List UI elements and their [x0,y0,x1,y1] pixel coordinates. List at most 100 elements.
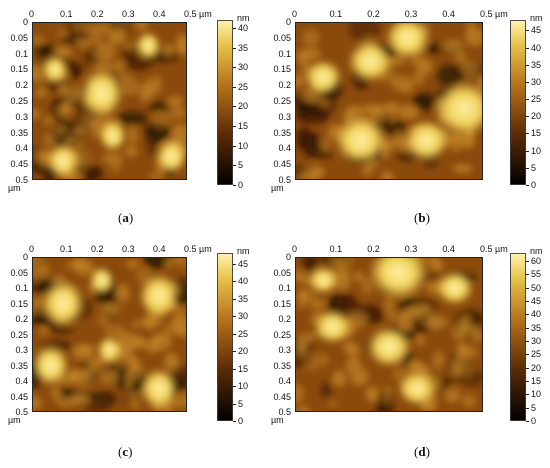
x-tick-label: 0.3 [404,244,418,254]
colorbar-tick-mark [526,81,529,83]
afm-topography-image [32,22,187,180]
panel-caption: (a) [118,210,134,225]
colorbar-tick-label: 30 [238,311,249,321]
y-tick-label: 0.15 [273,64,291,75]
colorbar-tick-mark [233,106,236,108]
colorbar-tick-label: 55 [531,269,542,280]
colorbar-tick-label: 45 [238,258,249,269]
y-tick-label: 0 [285,17,291,27]
colorbar-tick-label: 60 [531,256,542,266]
colorbar-tick-mark [526,133,529,135]
y-tick-label: 0.1 [15,48,28,59]
colorbar-tick-mark [526,314,529,316]
y-tick-label: 0.2 [15,80,28,91]
y-tick-label: 0.35 [10,360,28,371]
y-tick-label: 0.5 [278,175,291,185]
y-tick-label: 0.25 [10,96,28,106]
colorbar-tick-label: 10 [531,145,542,156]
colorbar-tick-mark [526,367,529,369]
colorbar-tick-mark [526,261,529,262]
colorbar-tick-label: 15 [238,363,249,374]
colorbar-tick-mark [526,287,529,289]
y-tick-label: 0 [285,252,291,262]
y-unit-label: µm [271,415,284,425]
y-tick-label: 0.2 [278,314,291,324]
colorbar-tick-label: 20 [238,346,249,356]
colorbar-tick-label: 45 [531,296,542,306]
colorbar-tick-label: 15 [531,128,542,139]
image-frame [294,21,483,180]
y-tick-label: 0.25 [10,329,28,340]
x-tick-label: 0.5 µm [480,9,508,19]
colorbar-tick-label: 20 [531,111,542,122]
y-tick-label: 0.3 [15,345,28,355]
colorbar-tick-mark [233,67,236,69]
y-tick-label: 0.05 [273,267,291,278]
colorbar-tick-mark [233,185,236,186]
x-tick-label: 0.4 [442,9,455,19]
colorbar-tick-label: 40 [238,22,249,33]
y-tick-label: 0.5 [15,175,28,185]
x-tick-label: 0.3 [122,244,135,254]
x-tick-label: 0.2 [91,244,104,254]
x-tick-label: 0.4 [153,244,166,254]
x-tick-label: 0.1 [329,244,343,254]
colorbar-tick-label: 25 [531,94,542,105]
colorbar [217,253,233,421]
y-tick-label: 0.45 [273,391,291,402]
image-frame [294,256,483,412]
colorbar-tick-label: 5 [531,402,537,413]
x-tick-label: 0.2 [367,244,380,254]
colorbar-tick-label: 0 [531,180,537,190]
y-tick-label: 0.1 [15,283,28,293]
y-tick-label: 0 [22,252,28,262]
colorbar-tick-mark [526,30,529,32]
colorbar-tick-mark [526,421,529,422]
y-tick-label: 0.4 [15,143,28,154]
x-tick-label: 0.1 [60,9,73,19]
colorbar-tick-label: 25 [531,349,542,360]
colorbar-tick-label: 15 [238,121,249,132]
y-tick-label: 0.4 [278,376,291,386]
colorbar-tick-label: 35 [531,59,542,70]
colorbar-unit-label: nm [237,13,250,23]
x-tick-label: 0.3 [404,9,418,19]
y-tick-label: 0.05 [10,32,28,43]
colorbar-tick-label: 25 [238,81,249,92]
colorbar-tick-mark [233,27,236,29]
y-tick-label: 0.15 [273,298,291,309]
x-tick-label: 0 [29,244,35,254]
colorbar-tick-label: 30 [238,62,249,73]
y-tick-label: 0.2 [278,80,291,91]
colorbar-tick-label: 30 [531,336,542,346]
colorbar-tick-label: 15 [531,376,542,386]
colorbar-tick-mark [233,386,236,387]
colorbar-tick-label: 10 [531,389,542,400]
x-tick-label: 0 [292,9,298,19]
colorbar-tick-mark [526,99,529,101]
colorbar-tick-mark [233,281,236,282]
image-frame [31,256,187,412]
colorbar-tick-mark [526,185,529,186]
y-tick-label: 0.2 [15,314,28,324]
y-tick-label: 0.45 [10,391,28,402]
colorbar-tick-mark [526,341,529,342]
x-tick-label: 0.3 [122,9,135,19]
colorbar-tick-mark [526,274,529,276]
colorbar-tick-label: 5 [531,162,537,173]
colorbar [510,253,526,421]
y-tick-label: 0.05 [10,267,28,278]
x-tick-label: 0.2 [91,9,104,19]
colorbar-tick-mark [526,327,529,329]
colorbar-tick-mark [526,64,529,66]
y-tick-label: 0.4 [278,143,291,154]
y-unit-label: µm [271,183,284,193]
colorbar-unit-label: nm [530,246,543,256]
colorbar-unit-label: nm [530,13,543,23]
y-unit-label: µm [8,415,21,425]
y-tick-label: 0 [22,17,28,27]
y-tick-label: 0.25 [273,96,291,106]
colorbar-tick-mark [526,301,529,302]
colorbar-tick-mark [233,403,236,405]
colorbar-tick-label: 40 [238,276,249,286]
